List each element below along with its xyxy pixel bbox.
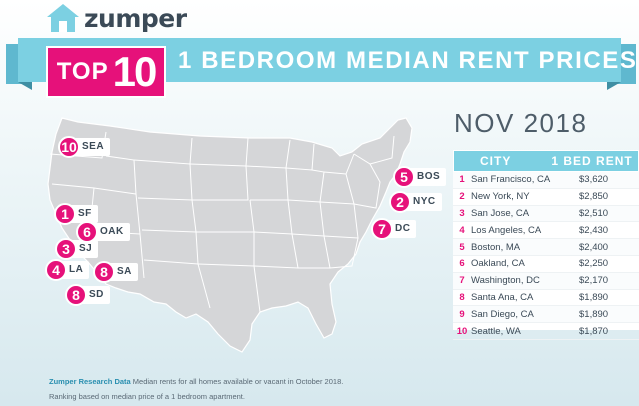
pin-label-nyc: NYC — [405, 193, 442, 211]
top-word: TOP — [56, 58, 109, 85]
pin-rank-dc: 7 — [371, 218, 393, 240]
row-city: San Diego, CA — [471, 308, 534, 320]
top-ten-badge: TOP 10 — [46, 46, 166, 98]
row-city: Oakland, CA — [471, 258, 525, 270]
map-pin-sd[interactable]: 8 SD — [65, 284, 110, 306]
table-body: 1 San Francisco, CA $3,620 2 New York, NY $2… — [453, 172, 639, 340]
pin-rank-la: 4 — [45, 259, 67, 281]
row-rank: 9 — [459, 308, 465, 320]
row-rent: $2,510 — [579, 207, 609, 219]
table-row: 10 Seattle, WA $1,870 — [453, 323, 639, 340]
table-row: 7 Washington, DC $2,170 — [453, 272, 639, 290]
source-note: Zumper Research Data Median rents for al… — [49, 377, 343, 386]
table-row: 1 San Francisco, CA $3,620 — [453, 172, 639, 189]
row-rent: $2,170 — [579, 275, 609, 287]
row-rent: $2,430 — [579, 224, 609, 236]
top-number: 10 — [112, 48, 158, 95]
table-row: 4 Los Angeles, CA $2,430 — [453, 222, 639, 240]
source-text: Median rents for all homes available or … — [130, 377, 344, 386]
map-pin-sf[interactable]: 1 SF — [54, 203, 98, 225]
table-row: 2 New York, NY $2,850 — [453, 189, 639, 206]
map-pin-sea[interactable]: 10 SEA — [58, 136, 111, 158]
brand-name: zumper — [84, 3, 187, 33]
pin-rank-oak: 6 — [76, 221, 98, 243]
pin-label-sf: SF — [70, 205, 98, 223]
row-rent: $1,890 — [579, 308, 609, 320]
pin-rank-bos: 5 — [393, 166, 415, 188]
row-rent: $3,620 — [579, 174, 609, 186]
ribbon-fold-left — [18, 82, 32, 90]
source-label: Zumper Research Data — [49, 377, 131, 386]
row-rent: $1,870 — [579, 325, 609, 337]
house-icon — [47, 4, 79, 32]
brand-logo[interactable]: zumper — [46, 2, 187, 34]
pin-label-sa: SA — [109, 263, 138, 281]
pin-rank-sea: 10 — [58, 136, 80, 158]
map-pin-sa[interactable]: 8 SA — [93, 261, 138, 283]
pin-label-sd: SD — [81, 286, 110, 304]
map-pin-bos[interactable]: 5 BOS — [393, 166, 447, 188]
table-row: 8 Santa Ana, CA $1,890 — [453, 290, 639, 307]
pin-label-bos: BOS — [409, 168, 447, 186]
map-pin-oak[interactable]: 6 OAK — [76, 221, 130, 243]
row-rank: 1 — [459, 174, 465, 186]
row-rent: $2,850 — [579, 191, 609, 203]
map-pin-nyc[interactable]: 2 NYC — [389, 191, 442, 213]
row-city: New York, NY — [471, 191, 530, 203]
map-pin-dc[interactable]: 7 DC — [371, 218, 417, 240]
row-city: Seattle, WA — [471, 325, 521, 337]
row-rank: 2 — [459, 191, 465, 203]
pin-label-oak: OAK — [92, 223, 130, 241]
report-date: NOV 2018 — [454, 108, 588, 138]
map-pin-la[interactable]: 4 LA — [45, 259, 90, 281]
pin-rank-sj: 3 — [55, 238, 77, 260]
table-row: 9 San Diego, CA $1,890 — [453, 306, 639, 324]
row-rank: 5 — [459, 241, 465, 253]
table-row: 3 San Jose, CA $2,510 — [453, 205, 639, 223]
row-city: Santa Ana, CA — [471, 291, 534, 303]
header-rent: 1 BED RENT — [551, 154, 633, 168]
ranking-note: Ranking based on median price of a 1 bed… — [49, 392, 245, 401]
pin-rank-sd: 8 — [65, 284, 87, 306]
table-row: 5 Boston, MA $2,400 — [453, 239, 639, 256]
pin-label-sj: SJ — [71, 240, 99, 258]
row-rank: 7 — [459, 275, 465, 287]
pin-rank-nyc: 2 — [389, 191, 411, 213]
row-city: Los Angeles, CA — [471, 224, 542, 236]
row-city: San Francisco, CA — [471, 174, 551, 186]
row-rent: $2,250 — [579, 258, 609, 270]
row-city: San Jose, CA — [471, 207, 530, 219]
pin-label-la: LA — [61, 261, 90, 279]
header-city: CITY — [480, 154, 512, 168]
row-rank: 4 — [459, 224, 465, 236]
row-rank: 6 — [459, 258, 465, 270]
map-pin-sj[interactable]: 3 SJ — [55, 238, 99, 260]
row-city: Boston, MA — [471, 241, 521, 253]
pin-label-sea: SEA — [74, 138, 111, 156]
row-city: Washington, DC — [471, 275, 540, 287]
pin-rank-sa: 8 — [93, 261, 115, 283]
pin-rank-sf: 1 — [54, 203, 76, 225]
pin-label-dc: DC — [387, 220, 417, 238]
row-rent: $2,400 — [579, 241, 609, 253]
ribbon-fold-right — [607, 82, 621, 90]
rent-table: CITY 1 BED RENT 1 San Francisco, CA $3,620… — [453, 150, 639, 340]
row-rank: 8 — [459, 291, 465, 303]
table-header: CITY 1 BED RENT — [453, 150, 639, 172]
row-rent: $1,890 — [579, 291, 609, 303]
page-title: 1 BEDROOM MEDIAN RENT PRICES — [178, 47, 638, 74]
table-row: 6 Oakland, CA $2,250 — [453, 256, 639, 273]
row-rank: 3 — [459, 207, 465, 219]
row-rank: 10 — [456, 325, 468, 337]
us-map — [47, 117, 413, 353]
